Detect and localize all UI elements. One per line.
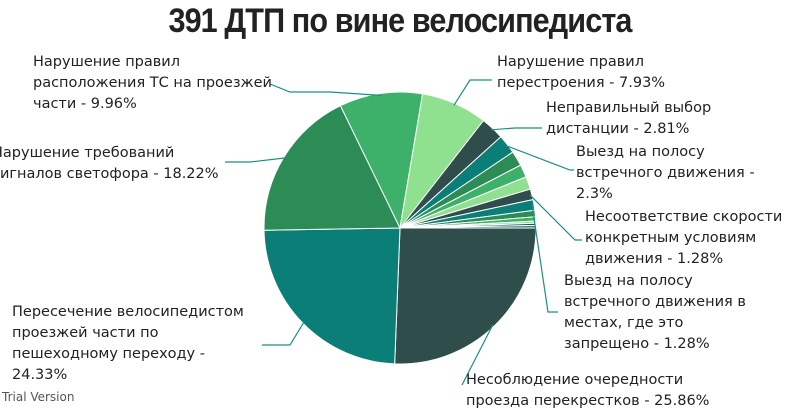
leader-line-0 (461, 324, 494, 386)
slice-label-lane-position: Нарушение правил расположения ТС на прое… (33, 54, 272, 112)
pie-slice-1 (263, 227, 401, 365)
pie-slice-2 (263, 105, 401, 231)
slice-label-distance: Неправильный выбор дистанции - 2.81% (546, 100, 712, 137)
slice-label-pedestrian-crossing: Пересечение велосипедистом проезжей част… (12, 304, 244, 383)
slice-label-crossing-priority: Несоблюдение очередности проезда перекре… (466, 372, 710, 409)
slice-label-oncoming-forbidden: Выезд на полосу встречного движения в ме… (564, 273, 746, 352)
leader-line-11 (531, 205, 558, 313)
slice-label-speed: Несоответствие скорости конкретным услов… (585, 209, 783, 267)
trial-watermark: Trial Version (2, 390, 75, 404)
leader-line-1 (262, 321, 305, 346)
slice-label-lane-change: Нарушение правил перестроения - 7.93% (497, 54, 666, 91)
leader-line-6 (505, 144, 574, 171)
pie-slice-3 (339, 91, 424, 230)
leader-line-3 (269, 83, 381, 96)
slice-label-traffic-light: Нарушение требований сигналов светофора … (0, 145, 219, 182)
chart-title: 391 ДТП по вине велосипедиста (168, 2, 632, 40)
leader-line-5 (491, 127, 542, 131)
slice-label-oncoming-lane: Выезд на полосу встречного движения - 2.… (576, 144, 755, 202)
leader-line-4 (453, 79, 492, 106)
pie-slice-0 (394, 227, 537, 365)
leader-line-2 (225, 157, 286, 163)
leader-line-10 (529, 194, 582, 241)
